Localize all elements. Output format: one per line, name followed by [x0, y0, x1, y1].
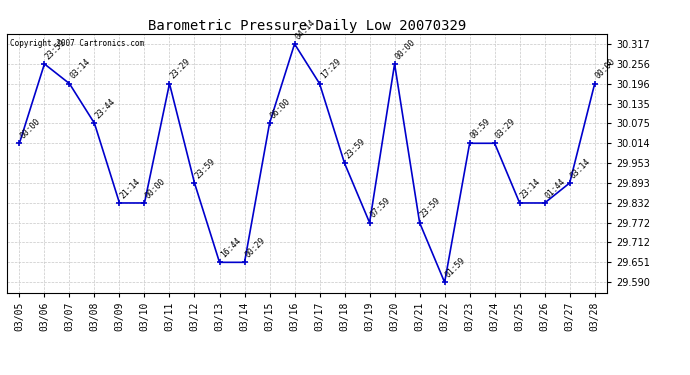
Title: Barometric Pressure Daily Low 20070329: Barometric Pressure Daily Low 20070329	[148, 19, 466, 33]
Text: 16:44: 16:44	[219, 236, 242, 260]
Text: 07:59: 07:59	[368, 196, 393, 220]
Text: 00:00: 00:00	[394, 38, 417, 61]
Text: 17:29: 17:29	[319, 57, 342, 81]
Text: 23:59: 23:59	[43, 38, 67, 61]
Text: 23:59: 23:59	[419, 196, 442, 220]
Text: Copyright 2007 Cartronics.com: Copyright 2007 Cartronics.com	[10, 39, 144, 48]
Text: 00:59: 00:59	[469, 117, 493, 141]
Text: 21:14: 21:14	[119, 177, 142, 200]
Text: 01:59: 01:59	[444, 256, 467, 279]
Text: 23:44: 23:44	[94, 97, 117, 120]
Text: 00:00: 00:00	[144, 177, 167, 200]
Text: 23:29: 23:29	[168, 57, 193, 81]
Text: 00:00: 00:00	[19, 117, 42, 141]
Text: 03:14: 03:14	[569, 157, 593, 180]
Text: 23:59: 23:59	[344, 137, 367, 160]
Text: 03:29: 03:29	[494, 117, 518, 141]
Text: 23:14: 23:14	[519, 177, 542, 200]
Text: 04:14: 04:14	[294, 18, 317, 41]
Text: 01:44: 01:44	[544, 177, 567, 200]
Text: 00:00: 00:00	[594, 57, 618, 81]
Text: 00:29: 00:29	[244, 236, 267, 260]
Text: 03:14: 03:14	[68, 57, 92, 81]
Text: 23:59: 23:59	[194, 157, 217, 180]
Text: 06:00: 06:00	[268, 97, 293, 120]
